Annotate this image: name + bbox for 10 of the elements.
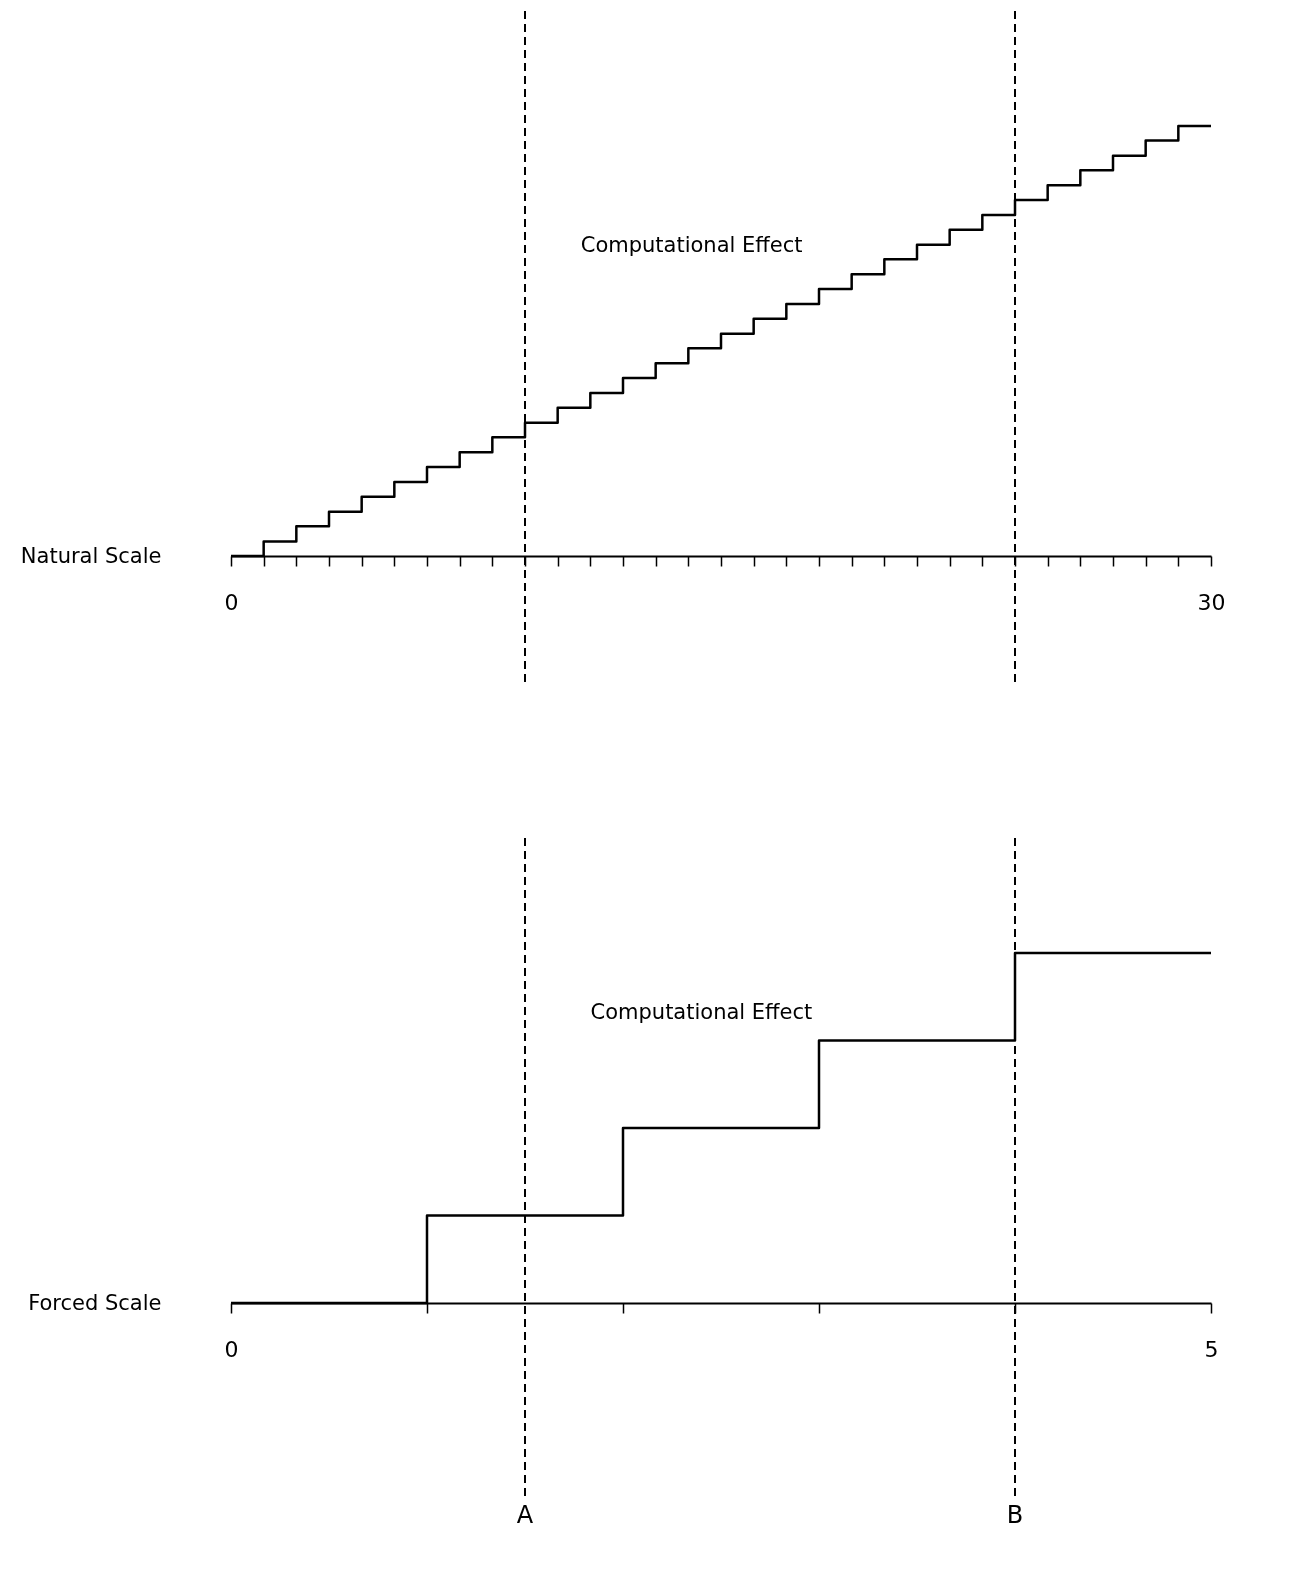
x-tick-label: 5 [1204, 1336, 1219, 1362]
y-axis-title: Natural Scale [20, 543, 162, 568]
ref-line-label: B [1006, 1501, 1024, 1529]
annotation: Computational Effect [590, 999, 813, 1024]
x-tick-label: 0 [224, 589, 239, 615]
x-tick-label: 30 [1197, 589, 1226, 615]
annotation: Computational Effect [580, 233, 803, 258]
x-tick-label: 0 [224, 1336, 239, 1362]
y-axis-title: Forced Scale [28, 1290, 162, 1315]
ref-line-label: A [516, 1501, 534, 1529]
